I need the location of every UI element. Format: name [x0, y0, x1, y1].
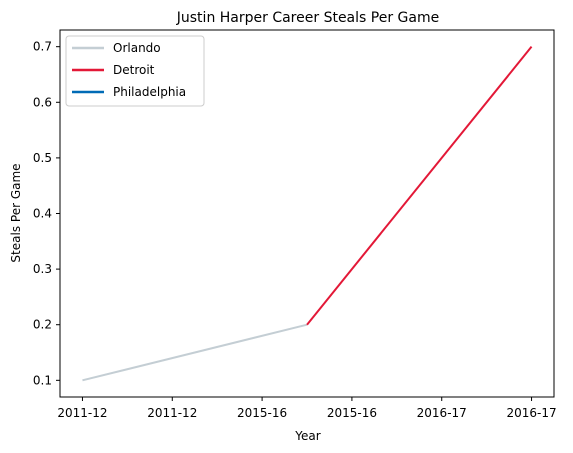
x-tick-label: 2015-16 — [237, 406, 287, 420]
series-line-detroit — [306, 46, 533, 326]
legend-label-philadelphia: Philadelphia — [113, 85, 186, 99]
y-tick-label: 0.3 — [33, 262, 52, 276]
legend-box — [65, 35, 205, 107]
x-axis-label: Year — [294, 429, 320, 443]
series-line-orlando — [82, 323, 308, 382]
series-layer — [82, 46, 533, 382]
y-tick-label: 0.1 — [33, 373, 52, 387]
y-axis-label: Steals Per Game — [9, 163, 23, 262]
y-axis: 0.1 0.2 0.3 0.4 0.5 0.6 0.7 — [33, 40, 60, 387]
x-tick-label: 2015-16 — [327, 406, 377, 420]
y-tick-label: 0.2 — [33, 318, 52, 332]
legend: Orlando Detroit Philadelphia — [65, 35, 205, 107]
y-tick-label: 0.4 — [33, 207, 52, 221]
x-tick-label: 2016-17 — [417, 406, 467, 420]
legend-label-detroit: Detroit — [113, 63, 155, 77]
y-tick-label: 0.5 — [33, 151, 52, 165]
x-tick-label: 2016-17 — [506, 406, 556, 420]
legend-label-orlando: Orlando — [113, 41, 161, 55]
y-tick-label: 0.7 — [33, 40, 52, 54]
chart-title: Justin Harper Career Steals Per Game — [176, 10, 439, 26]
y-tick-label: 0.6 — [33, 95, 52, 109]
x-tick-label: 2011-12 — [147, 406, 197, 420]
x-tick-label: 2011-12 — [57, 406, 107, 420]
x-axis: 2011-12 2011-12 2015-16 2015-16 2016-17 2016-… — [57, 397, 557, 420]
